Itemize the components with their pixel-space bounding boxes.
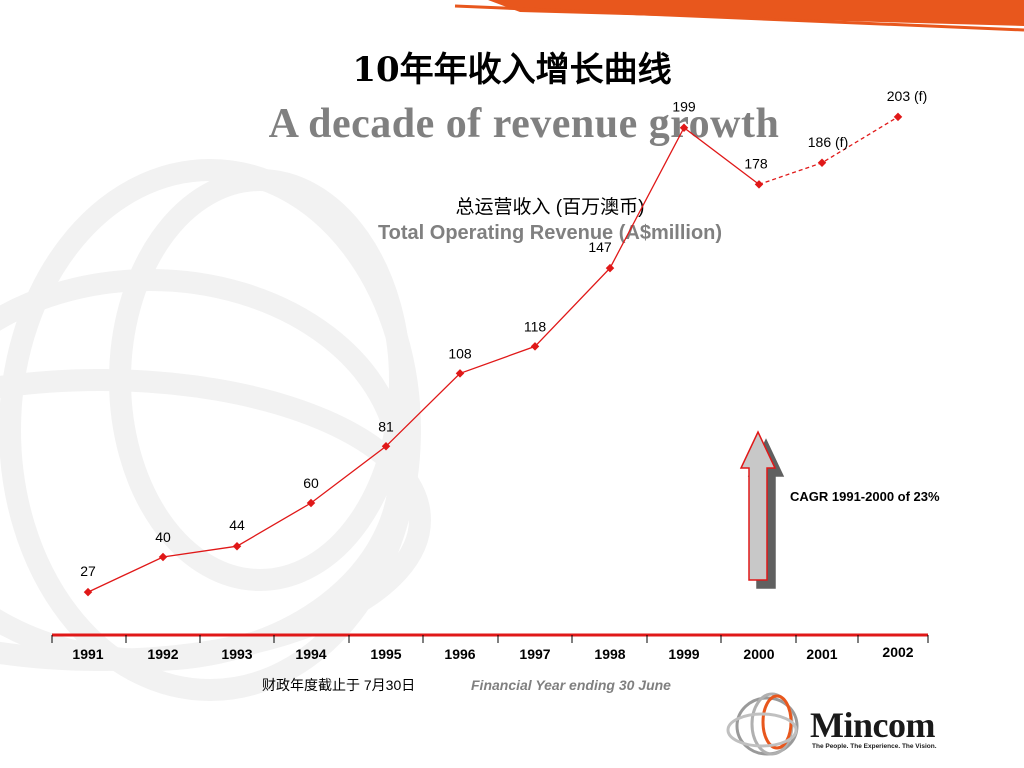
data-label: 81 xyxy=(378,418,394,434)
fiscal-year-note: Financial Year ending 30 June xyxy=(471,677,671,693)
data-label: 60 xyxy=(303,475,319,491)
data-label: 186 (f) xyxy=(808,134,848,150)
data-label: 178 xyxy=(744,155,768,171)
data-label: 147 xyxy=(588,239,612,255)
data-label: 118 xyxy=(524,318,547,334)
x-tick-label: 1999 xyxy=(668,646,699,662)
mincom-logo-mark xyxy=(726,692,799,756)
data-label: 44 xyxy=(229,517,245,533)
data-point xyxy=(158,552,168,562)
data-label: 203 (f) xyxy=(887,88,927,104)
chart-subtitle: Total Operating Revenue (A$million) xyxy=(377,222,723,244)
x-tick-label: 2000 xyxy=(743,646,774,662)
x-tick-label: 1993 xyxy=(221,646,252,662)
globe-watermark xyxy=(0,159,431,701)
data-label: 40 xyxy=(155,529,171,545)
x-tick-label: 2001 xyxy=(806,646,837,662)
data-label: 199 xyxy=(672,99,696,115)
data-point xyxy=(306,498,316,508)
x-tick-label: 1996 xyxy=(444,646,475,662)
data-point xyxy=(381,442,391,451)
data-point xyxy=(455,369,465,378)
data-point xyxy=(530,342,540,351)
data-point xyxy=(83,587,93,597)
logo-wordmark: Mincom xyxy=(810,705,935,745)
data-point xyxy=(893,112,903,122)
x-tick-label: 2002 xyxy=(882,644,913,660)
x-tick-label: 1992 xyxy=(147,646,178,662)
top-accent-line xyxy=(454,4,1024,32)
cagr-annotation: CAGR 1991-2000 of 23% xyxy=(790,489,940,504)
data-point xyxy=(232,541,242,551)
cagr-arrow-icon xyxy=(739,430,777,581)
fiscal-year-note-chinese: 财政年度截止于 7月30日 xyxy=(262,677,416,693)
x-tick-label: 1995 xyxy=(370,646,401,662)
data-point xyxy=(605,263,615,273)
data-label: 27 xyxy=(80,563,96,579)
top-orange-band xyxy=(488,0,1024,26)
x-tick-label: 1998 xyxy=(594,646,625,662)
x-tick-label: 1997 xyxy=(519,646,550,662)
page-title-english: A decade of revenue growth xyxy=(268,101,780,147)
forecast-series-line xyxy=(758,116,899,186)
data-label: 108 xyxy=(448,345,472,361)
revenue-series-line xyxy=(87,126,760,593)
logo-tagline: The People. The Experience. The Vision. xyxy=(812,743,937,750)
data-point xyxy=(817,158,827,168)
chart-subtitle-chinese: 总运营收入 (百万澳币) xyxy=(455,197,645,218)
page-title: 10年年收入增长曲线 xyxy=(352,50,672,90)
x-tick-label: 1994 xyxy=(295,646,326,662)
x-tick-label: 1991 xyxy=(72,646,103,662)
